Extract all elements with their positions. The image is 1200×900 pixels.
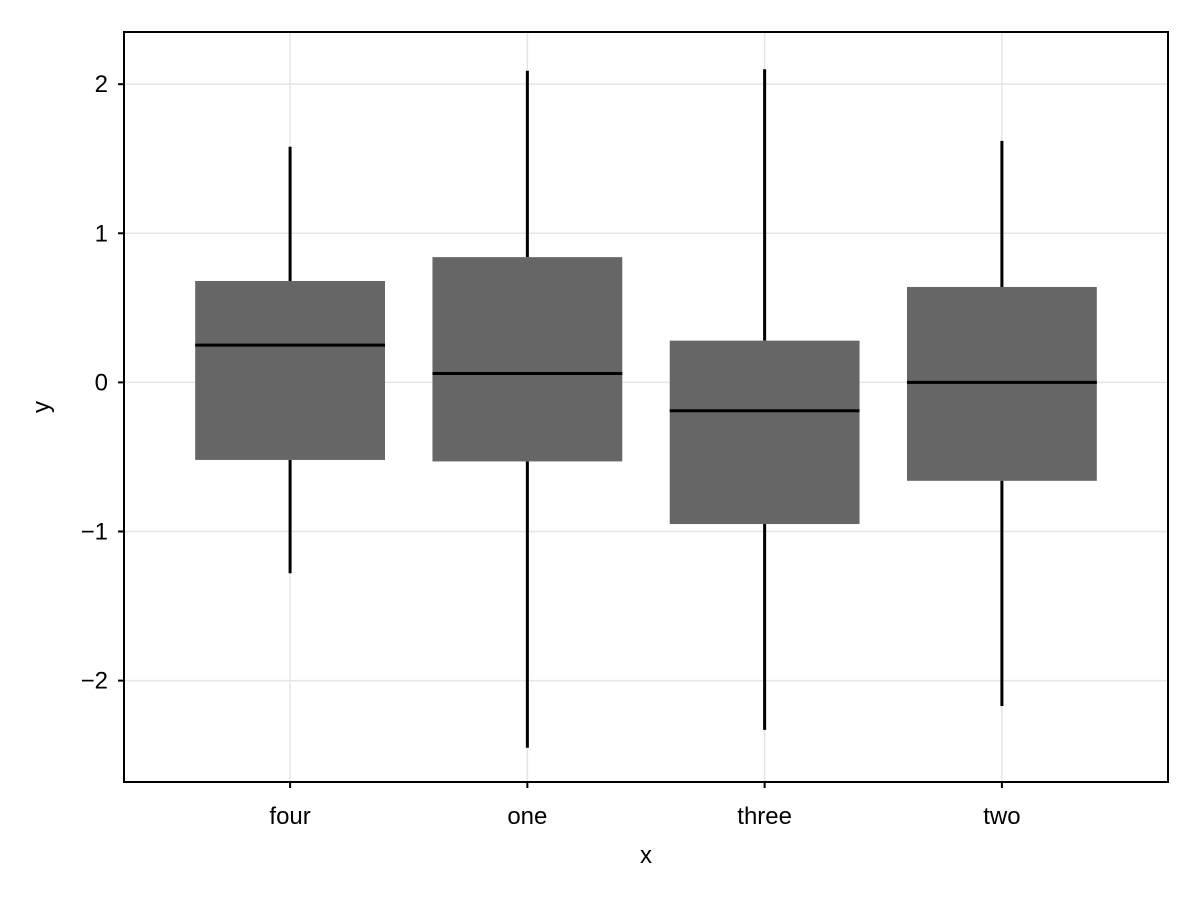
y-tick-label: 1 bbox=[95, 220, 108, 247]
box-one bbox=[432, 257, 623, 462]
x-axis-label: x bbox=[640, 842, 652, 869]
y-tick-label: −1 bbox=[81, 519, 108, 546]
boxes bbox=[195, 257, 1097, 525]
y-tick-labels: 2 1 0 −1 −2 bbox=[81, 71, 108, 694]
y-axis-label: y bbox=[28, 401, 55, 413]
y-tick-label: 0 bbox=[95, 369, 108, 396]
whiskers bbox=[288, 69, 1004, 748]
plot-frame bbox=[123, 31, 1169, 783]
x-tick-labels: four one three two bbox=[269, 803, 1020, 830]
x-tick-label: one bbox=[507, 803, 547, 830]
x-tick-label: two bbox=[983, 803, 1020, 830]
box-four bbox=[195, 281, 385, 460]
box-three bbox=[669, 340, 860, 525]
y-tick-label: 2 bbox=[95, 71, 108, 98]
tick-marks bbox=[118, 83, 1003, 788]
median-lines bbox=[195, 343, 1097, 413]
x-tick-label: three bbox=[737, 803, 792, 830]
y-tick-label: −2 bbox=[81, 668, 108, 695]
x-tick-label: four bbox=[269, 803, 310, 830]
